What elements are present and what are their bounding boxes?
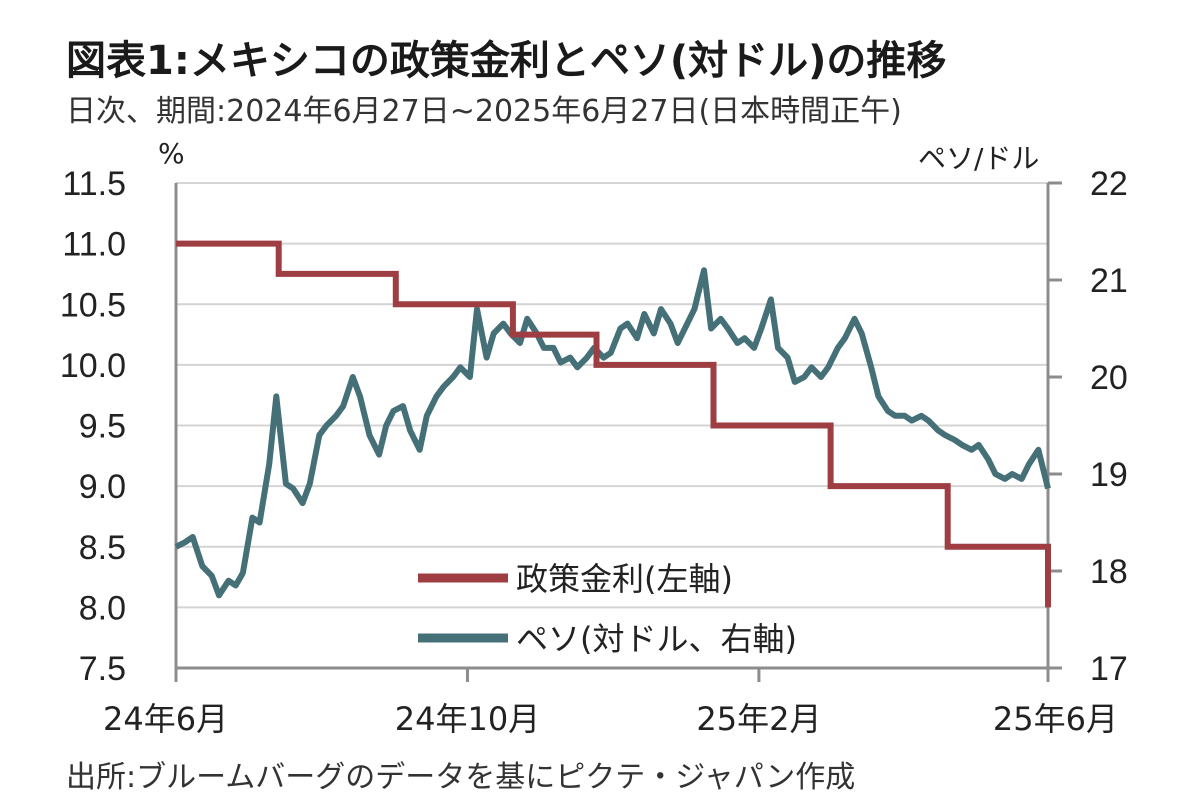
chart-title: 図表1:メキシコの政策金利とペソ(対ドル)の推移 <box>66 38 947 84</box>
left-axis-unit: % <box>158 137 185 170</box>
left-axis-ticks: 7.5 8.0 8.5 9.0 9.5 10.0 10.5 11.0 11.5 <box>60 165 126 688</box>
left-tick-label: 7.5 <box>79 650 126 688</box>
right-axis-unit: ペソ/ドル <box>918 142 1039 175</box>
chart-subtitle: 日次、期間:2024年6月27日~2025年6月27日(日本時間正午) <box>66 94 902 129</box>
x-tick-label: 24年10月 <box>395 700 540 738</box>
left-tick-label: 11.0 <box>62 226 126 264</box>
right-tick-label: 17 <box>1090 650 1128 688</box>
right-tick-label: 21 <box>1090 262 1128 300</box>
x-tick-label: 25年6月 <box>993 700 1118 738</box>
right-tick-label: 18 <box>1090 553 1128 591</box>
left-tick-label: 11.5 <box>62 165 126 203</box>
right-tick-label: 22 <box>1090 165 1128 203</box>
left-tick-label: 10.5 <box>60 286 126 324</box>
legend: 政策金利(左軸) ペソ(対ドル、右軸) <box>418 560 797 658</box>
x-tick-label: 25年2月 <box>696 700 821 738</box>
series-layer <box>174 240 1051 608</box>
series-policy-rate-line <box>176 240 1051 608</box>
left-tick-label: 10.0 <box>60 347 126 385</box>
legend-item-peso: ペソ(対ドル、右軸) <box>418 620 797 658</box>
right-tick-label: 20 <box>1090 359 1128 397</box>
source-note: 出所:ブルームバーグのデータを基にピクテ・ジャパン作成 <box>66 760 856 795</box>
x-tick-label: 24年6月 <box>103 700 228 738</box>
right-axis-ticks: 17 18 19 20 21 22 <box>1090 165 1128 688</box>
left-tick-label: 8.0 <box>79 589 126 627</box>
left-tick-label: 8.5 <box>79 529 126 567</box>
series-peso-line <box>174 267 1051 599</box>
legend-label: ペソ(対ドル、右軸) <box>516 620 797 658</box>
right-tick-label: 19 <box>1090 456 1128 494</box>
x-axis-ticks: 24年6月 24年10月 25年2月 25年6月 <box>103 700 1118 738</box>
legend-label: 政策金利(左軸) <box>516 560 733 598</box>
left-tick-label: 9.0 <box>79 468 126 506</box>
legend-item-policy-rate: 政策金利(左軸) <box>418 560 733 598</box>
left-tick-label: 9.5 <box>79 408 126 446</box>
